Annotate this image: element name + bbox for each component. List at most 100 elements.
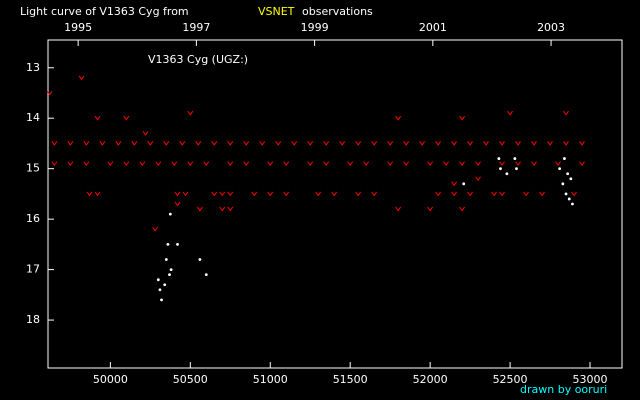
upper-limit-marker — [259, 141, 266, 146]
upper-limit-marker — [579, 141, 585, 146]
upper-limit-marker — [174, 201, 181, 207]
upper-limit-marker — [152, 226, 159, 232]
upper-limit-marker — [94, 115, 101, 121]
plot-frame — [47, 39, 623, 369]
upper-limit-marker — [331, 191, 338, 197]
upper-limit-marker — [139, 161, 146, 166]
upper-limit-marker — [323, 141, 330, 146]
observation-dot — [567, 197, 571, 201]
upper-limit-marker — [451, 181, 458, 187]
x-tick-label: 53000 — [573, 373, 608, 386]
upper-limit-marker — [499, 161, 505, 166]
upper-limit-marker — [86, 191, 93, 197]
upper-limit-marker — [307, 141, 314, 146]
upper-limit-marker — [563, 141, 569, 146]
upper-limit-marker — [67, 161, 74, 166]
observation-dot — [169, 268, 173, 271]
y-tick-label: 18 — [26, 313, 40, 326]
y-tick-label: 14 — [26, 111, 40, 124]
observation-dot — [156, 278, 160, 282]
observation-dot — [566, 172, 570, 176]
upper-limit-marker — [323, 161, 330, 166]
observation-dot — [513, 157, 517, 160]
upper-limit-marker — [475, 176, 482, 182]
upper-limit-marker — [539, 191, 545, 197]
upper-limit-marker — [187, 161, 194, 166]
upper-limit-marker — [515, 141, 521, 146]
observation-dot — [176, 242, 179, 246]
observation-dot — [204, 273, 208, 277]
upper-limit-marker — [283, 191, 290, 197]
upper-limit-marker — [403, 141, 410, 146]
upper-limit-marker — [491, 191, 497, 197]
upper-limit-marker — [267, 161, 274, 166]
upper-limit-marker — [51, 141, 58, 146]
upper-limit-marker — [339, 141, 346, 146]
upper-limit-marker — [195, 141, 202, 146]
upper-limit-marker — [219, 191, 226, 197]
upper-limit-marker — [227, 161, 234, 166]
x2-tick-label: 2001 — [419, 21, 447, 34]
observation-dot — [164, 258, 168, 261]
x-tick-label: 52500 — [493, 373, 528, 386]
upper-limit-marker — [67, 141, 74, 146]
credit: drawn by ooruri — [520, 383, 607, 396]
observation-dot — [158, 288, 162, 292]
upper-limit-marker — [475, 161, 482, 166]
upper-limit-marker — [395, 206, 402, 212]
upper-limit-marker — [451, 141, 458, 146]
upper-limit-marker — [155, 161, 162, 166]
upper-limit-marker — [483, 141, 490, 146]
upper-limit-marker — [419, 141, 426, 146]
observation-dot — [558, 167, 562, 171]
x-tick-label: 52000 — [413, 373, 448, 386]
x2-tick-label: 1999 — [301, 21, 329, 34]
upper-limit-marker — [283, 161, 290, 166]
upper-limit-marker — [459, 206, 466, 212]
x2-tick-label: 1997 — [182, 21, 210, 34]
upper-limit-marker — [187, 110, 194, 116]
observation-dot — [168, 212, 172, 216]
upper-limit-marker — [443, 161, 450, 166]
upper-limit-marker — [315, 191, 322, 197]
upper-limit-marker — [499, 191, 505, 197]
upper-limit-marker — [267, 191, 274, 197]
upper-limit-marker — [307, 161, 314, 166]
x-tick-label: 51000 — [253, 373, 288, 386]
y-tick-label: 13 — [26, 61, 40, 74]
upper-limit-marker — [203, 161, 210, 166]
upper-limit-marker — [515, 161, 521, 166]
upper-limit-marker — [355, 191, 362, 197]
upper-limit-marker — [427, 161, 434, 166]
observation-dot — [462, 182, 466, 186]
observation-dot — [564, 192, 568, 196]
upper-limit-marker — [579, 161, 585, 166]
upper-limit-marker — [531, 141, 537, 146]
observation-dot — [515, 167, 518, 171]
upper-limit-marker — [499, 141, 505, 146]
chart-title: Light curve of V1363 Cyg from — [20, 5, 189, 18]
observation-dot — [571, 202, 574, 206]
upper-limit-marker — [387, 141, 394, 146]
upper-limit-marker — [291, 141, 298, 146]
upper-limit-marker — [51, 161, 58, 166]
upper-limit-marker — [467, 141, 474, 146]
upper-limit-marker — [547, 141, 553, 146]
upper-limit-marker — [355, 141, 362, 146]
upper-limit-marker — [131, 141, 138, 146]
upper-limit-marker — [94, 191, 101, 197]
upper-limit-marker — [435, 141, 442, 146]
upper-limit-marker — [347, 161, 354, 166]
upper-limit-marker — [142, 131, 149, 136]
upper-limit-marker — [459, 115, 466, 121]
upper-limit-marker — [99, 141, 106, 146]
observation-dot — [563, 157, 566, 160]
observation-dot — [505, 172, 509, 176]
upper-limit-marker — [371, 191, 378, 197]
upper-limit-marker — [115, 141, 122, 146]
annotation: V1363 Cyg (UGZ:) — [148, 53, 248, 66]
x-tick-label: 51500 — [333, 373, 368, 386]
upper-limit-marker — [523, 191, 529, 197]
